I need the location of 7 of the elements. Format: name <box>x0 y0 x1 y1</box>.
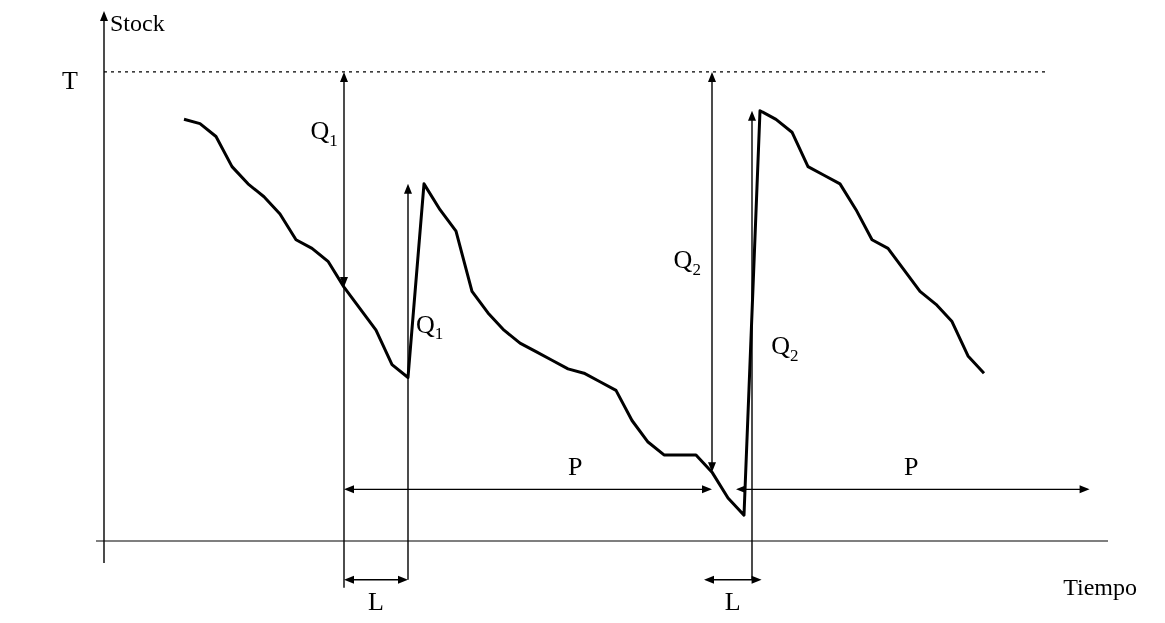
ref-line-label: T <box>62 65 78 95</box>
text: L <box>368 587 384 617</box>
annotation: P <box>568 451 583 481</box>
annotation: P <box>904 451 919 481</box>
y-axis-title: Stock <box>110 10 165 37</box>
x-axis-title: Tiempo <box>1063 574 1138 601</box>
text: L <box>724 587 741 617</box>
